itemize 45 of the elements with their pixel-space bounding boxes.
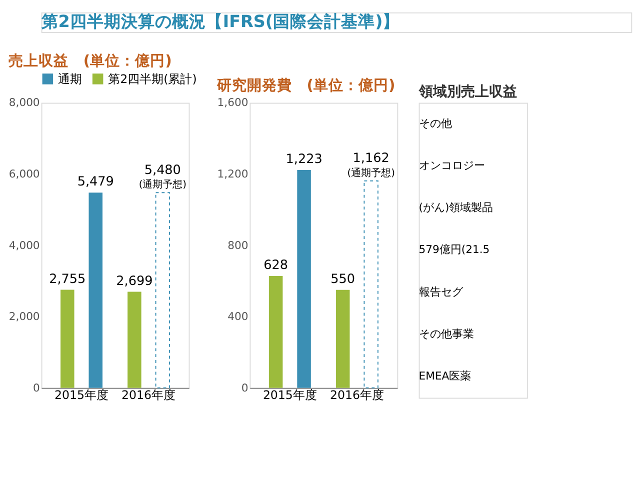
- x-tick-label: 2016年度: [122, 388, 176, 402]
- bar: [268, 276, 283, 388]
- x-tick-label: 2015年度: [54, 388, 108, 402]
- annotation: (通期予想): [347, 166, 395, 179]
- data-label: 2,699: [116, 274, 153, 289]
- y-tick-label: 8,000: [8, 96, 40, 110]
- data-label: 1,223: [286, 152, 322, 168]
- y-tick-label: 1,200: [217, 168, 248, 180]
- y-tick-label: 800: [228, 238, 248, 252]
- chart-title: 研究開発費 (単位：億円): [216, 76, 396, 94]
- data-label: 5,479: [77, 174, 114, 190]
- data-label: 2,755: [49, 272, 86, 287]
- chart-title: 売上収益 (単位：億円): [8, 52, 172, 70]
- bar: [60, 290, 74, 388]
- bar: [128, 292, 142, 388]
- text: オンコロジー: [418, 158, 485, 172]
- y-tick-label: 0: [32, 381, 40, 394]
- y-tick-label: 400: [228, 310, 248, 324]
- y-tick-label: 0: [241, 381, 248, 394]
- data-label: 628: [264, 258, 288, 274]
- bar: [364, 180, 378, 388]
- text: 報告セグ: [418, 285, 464, 298]
- text: その他事業: [418, 327, 474, 340]
- data-label: 550: [330, 272, 356, 287]
- x-tick-label: 2016年度: [330, 388, 384, 402]
- bar: [336, 290, 350, 388]
- text: 第2四半期決算の概況【IFRS(国際会計基準)】: [40, 11, 400, 32]
- text: その他: [418, 116, 452, 130]
- bar: [88, 192, 102, 388]
- data-label: 1,162: [352, 151, 390, 166]
- data-label: 5,480: [144, 162, 181, 178]
- annotation: (通期予想): [138, 178, 186, 191]
- y-tick-label: 2,000: [8, 310, 40, 324]
- y-tick-label: 4,000: [8, 238, 40, 252]
- text: 579億円(21.5: [418, 243, 490, 256]
- y-tick-label: 1,600: [217, 96, 248, 110]
- text: (がん)領域製品: [418, 201, 494, 214]
- text: EMEA医薬: [418, 370, 472, 383]
- bar: [155, 192, 170, 388]
- legend-label: 通期: [58, 72, 82, 86]
- text: 領域別売上収益: [418, 84, 517, 100]
- legend-label: 第2四半期(累計): [108, 72, 197, 86]
- bar: [297, 170, 311, 388]
- y-tick-label: 6,000: [8, 168, 40, 180]
- x-tick-label: 2015年度: [262, 388, 317, 402]
